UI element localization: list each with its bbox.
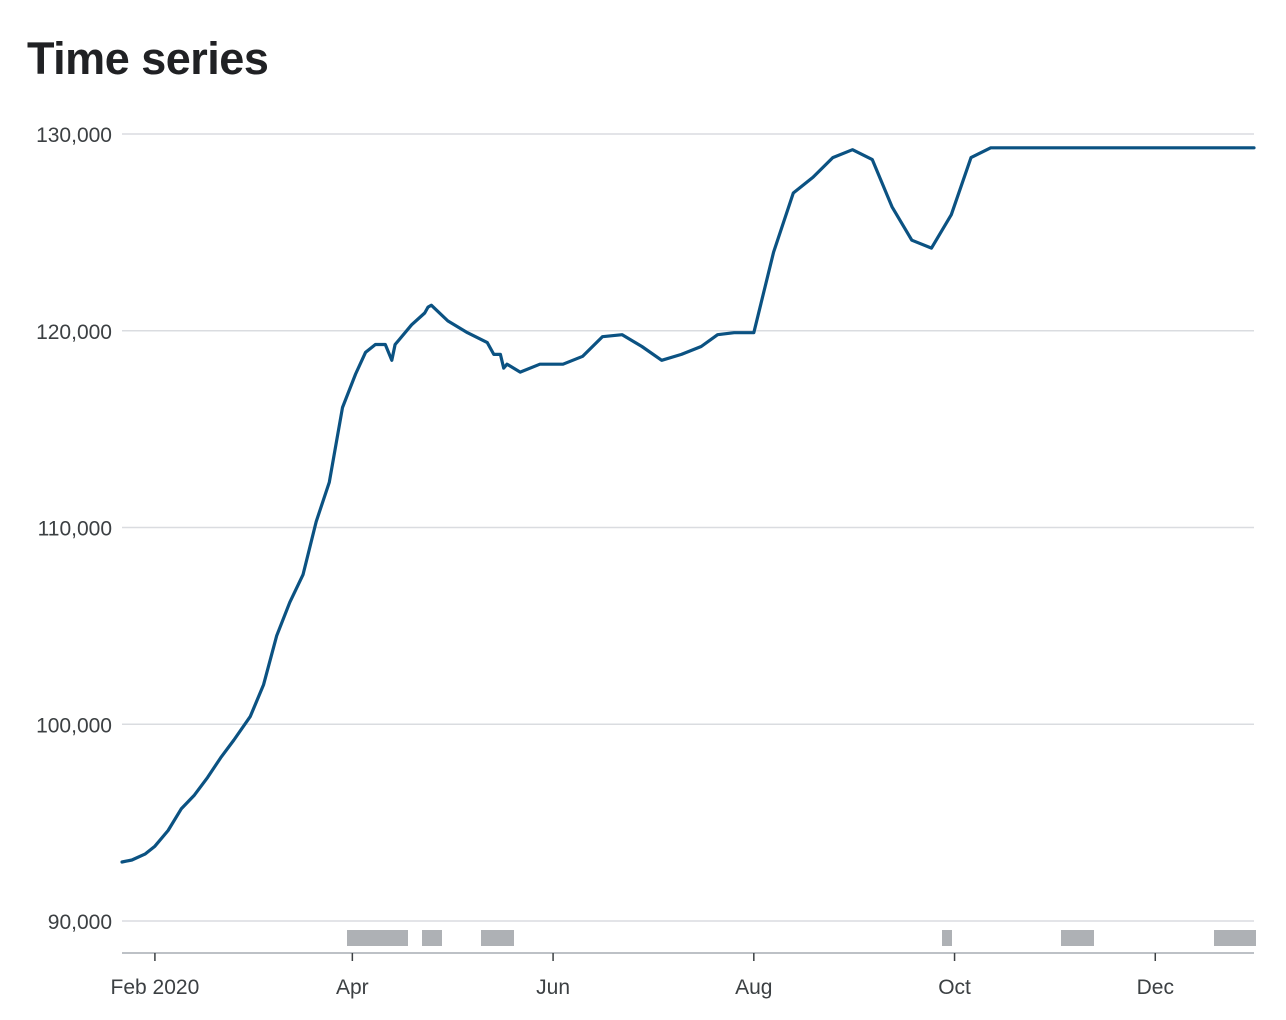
y-tick-label: 110,000 [38,518,112,541]
x-axis-ticks: Feb 2020 Apr Jun Aug Oct Dec [111,953,1174,999]
data-gap-marker [422,930,442,946]
x-tick-label: Apr [336,976,369,999]
y-tick-label: 130,000 [36,124,112,147]
data-gap-marker [942,930,952,946]
y-tick-label: 90,000 [48,911,112,934]
x-tick-label: Dec [1137,976,1174,999]
data-gap-marker [1061,930,1094,946]
x-tick-label: Aug [735,976,772,999]
y-tick-label: 120,000 [36,321,112,344]
chart-title: Time series [27,33,269,84]
x-tick-label: Feb 2020 [111,976,200,999]
series-line [120,146,1256,864]
x-tick-label: Oct [938,976,971,999]
data-gap-marker [1214,930,1256,946]
x-tick-label: Jun [536,976,570,999]
missing-data-markers [347,930,1256,946]
data-gap-marker [347,930,408,946]
data-gap-marker [481,930,514,946]
y-axis-tick-labels: 90,000 100,000 110,000 120,000 130,000 [36,124,112,934]
y-tick-label: 100,000 [36,714,112,737]
gridlines [122,133,1254,922]
